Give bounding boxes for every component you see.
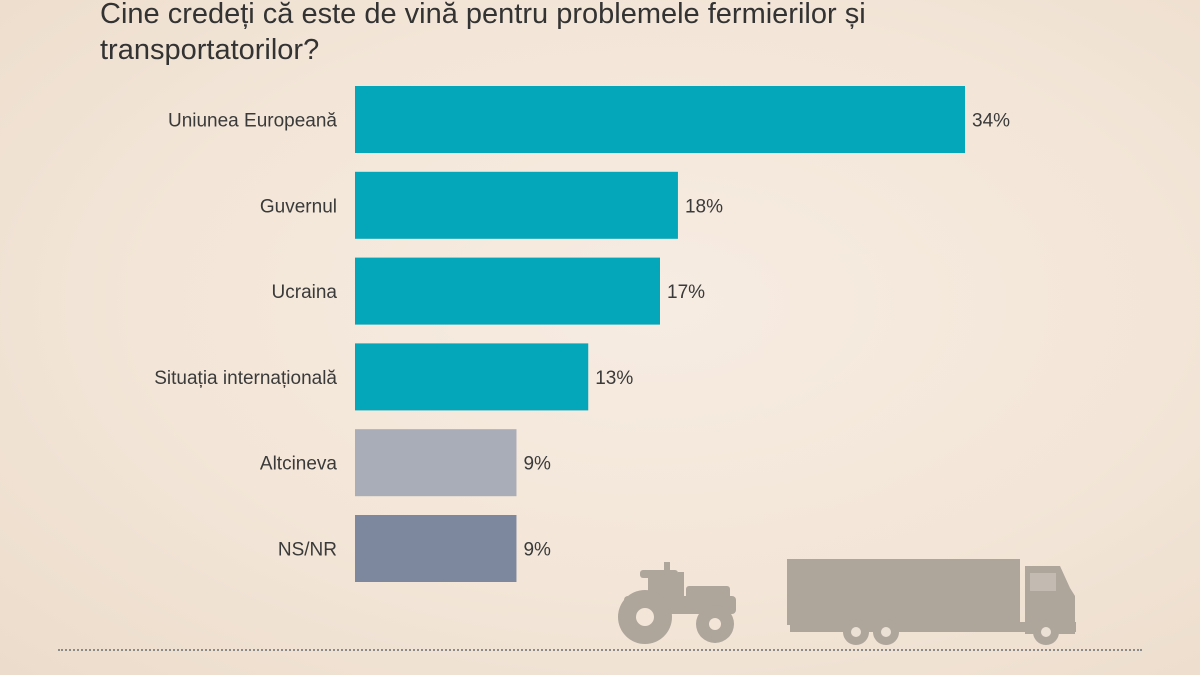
value-label: 9% [523, 454, 551, 475]
category-label: Ucraina [272, 282, 338, 303]
bar-4 [355, 429, 517, 497]
bar-1 [355, 171, 678, 239]
bars-layer: Uniunea Europeană 34% Guvernul 18% Ucraina 17… [154, 86, 1010, 582]
value-label: 34% [972, 111, 1010, 132]
category-label: Guvernul [260, 196, 337, 217]
category-label: Uniunea Europeană [168, 111, 337, 132]
bar-0 [355, 86, 965, 153]
bar-3 [355, 343, 589, 411]
category-label: NS/NR [278, 540, 337, 561]
value-label: 9% [523, 540, 551, 561]
bottom-divider [58, 649, 1142, 651]
category-label: Situația internațională [154, 368, 337, 389]
value-label: 17% [667, 282, 705, 303]
value-label: 18% [685, 196, 723, 217]
bar-5 [355, 515, 517, 582]
tractor-icon [618, 562, 736, 644]
chart-title: Cine credeți că este de vină pentru prob… [100, 0, 866, 66]
bar-2 [355, 257, 660, 325]
truck-icon [787, 559, 1076, 645]
value-label: 13% [595, 368, 633, 389]
category-label: Altcineva [260, 454, 338, 475]
